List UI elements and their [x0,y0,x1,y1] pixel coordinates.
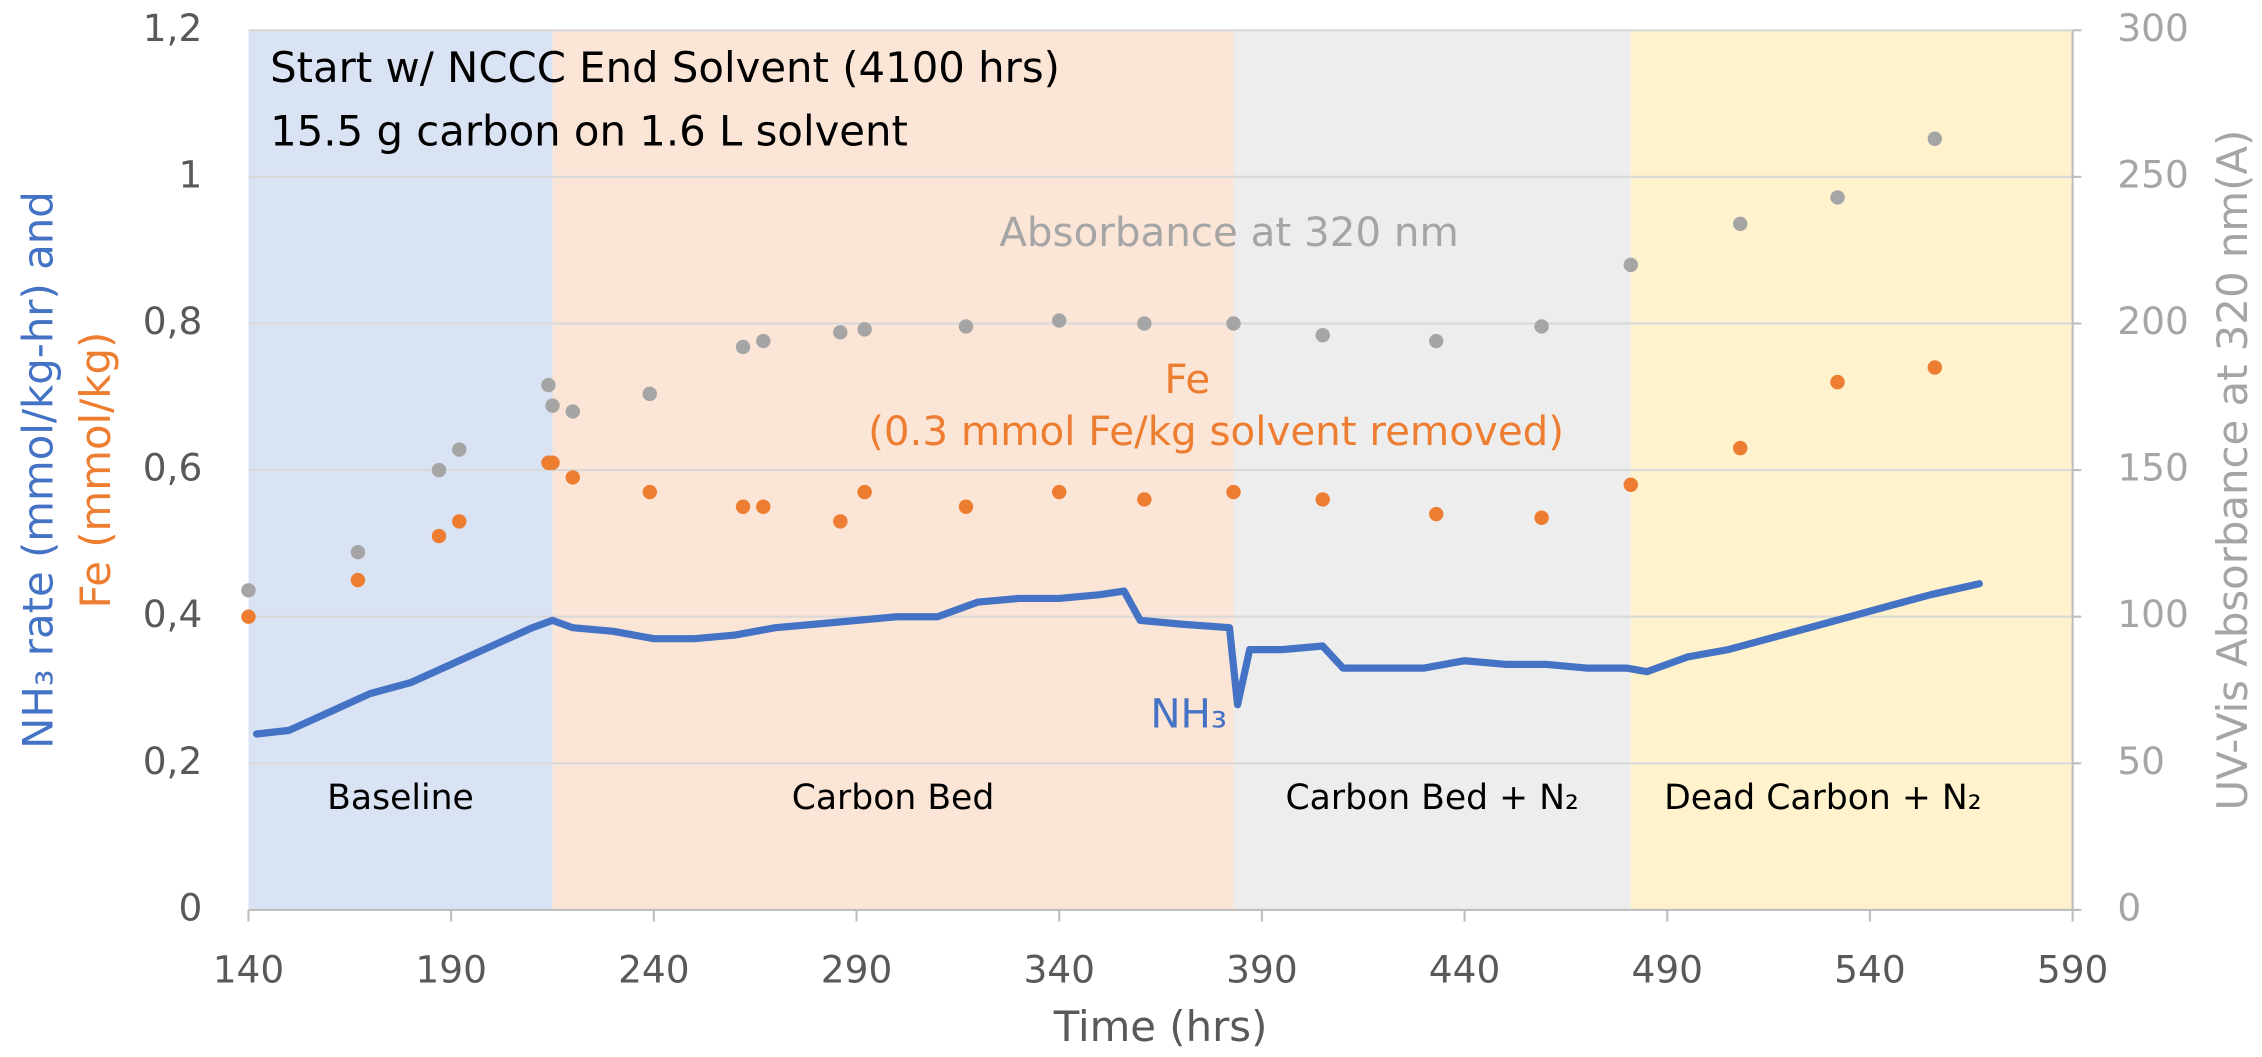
marker [735,339,751,355]
labels: Baseline Carbon Bed Carbon Bed + N₂ Dead Ca… [13,6,2257,1051]
x-tick-label: 440 [1429,947,1501,991]
y2-tick-label: 100 [2117,592,2189,636]
y-tick-label: 1,2 [143,6,203,50]
x-tick-label: 490 [1631,947,1703,991]
marker [350,572,366,588]
marker [431,462,447,478]
marker [241,583,256,598]
x-tick-label: 540 [1834,947,1906,991]
y-tick-label: 0,8 [143,299,203,343]
marker [1623,477,1638,492]
x-tick-label: 240 [618,947,690,991]
marker [1733,216,1748,232]
y2-tick-label: 0 [2117,885,2141,929]
marker [350,544,366,560]
marker [1137,316,1152,331]
y-axis-title: NH₃ rate (mmol/kg-hr) and [13,191,62,749]
marker [1927,360,1943,375]
marker [642,386,658,402]
y-tick-label: 0,4 [143,592,203,636]
marker [241,609,256,624]
grid [247,29,2082,922]
marker [1830,190,1845,205]
marker [1429,333,1444,349]
region-label: Carbon Bed [792,778,995,818]
y-axis-title: Fe (mmol/kg) [71,332,120,609]
marker [1534,319,1549,334]
marker [565,470,580,485]
x-tick-label: 190 [415,947,487,991]
marker [452,514,467,529]
marker [833,514,848,529]
marker [452,442,467,457]
marker [833,325,848,340]
region-label: Baseline [327,778,474,818]
y-tick-label: 0,2 [143,739,203,783]
y2-tick-label: 250 [2117,152,2189,196]
marker [1226,484,1241,500]
marker [431,528,447,544]
y2-tick-label: 300 [2117,6,2189,50]
series-label: NH₃ [1150,691,1227,738]
y2-tick-label: 50 [2117,739,2165,783]
marker [1052,484,1067,500]
marker [642,484,658,500]
x-tick-label: 140 [213,947,285,991]
y-tick-label: 1 [178,152,202,196]
annotation: Start w/ NCCC End Solvent (4100 hrs) [270,43,1060,92]
marker [958,319,974,334]
x-tick-label: 590 [2037,947,2109,991]
marker [857,322,872,337]
marker [545,455,560,470]
marker [1137,492,1152,507]
x-axis-title: Time (hrs) [1053,1002,1268,1051]
x-tick-label: 390 [1226,947,1298,991]
marks [241,131,1983,738]
marker [756,333,771,349]
marker [545,398,560,413]
marker [958,499,974,514]
marker [857,484,872,500]
marker [1315,492,1330,507]
x-tick-label: 340 [1023,947,1095,991]
series-label: Absorbance at 320 nm [999,209,1458,256]
marker [1226,316,1241,331]
marker [1429,506,1444,522]
marker [565,404,580,419]
marker [1733,440,1748,456]
marker [1052,313,1067,328]
annotation: (0.3 mmol Fe/kg solvent removed) [868,408,1564,455]
y2-tick-label: 150 [2117,446,2189,490]
y2-tick-label: 200 [2117,299,2189,343]
series-label: Fe [1164,356,1210,403]
marker [541,377,556,393]
marker [756,499,771,514]
nh3-line [252,580,1983,738]
marker [1534,510,1549,525]
region-label: Dead Carbon + N₂ [1664,778,1981,818]
region-label: Carbon Bed + N₂ [1285,778,1578,818]
y-tick-label: 0 [178,885,202,929]
y2-axis-title: UV-Vis Absorbance at 320 nm(A) [2208,130,2257,811]
marker [1927,131,1943,146]
annotation: 15.5 g carbon on 1.6 L solvent [270,107,908,156]
marker [1830,374,1845,390]
marker [1315,328,1330,343]
x-tick-label: 290 [821,947,893,991]
marker [1623,257,1638,273]
marker [735,499,751,514]
y-tick-label: 0,6 [143,446,203,490]
